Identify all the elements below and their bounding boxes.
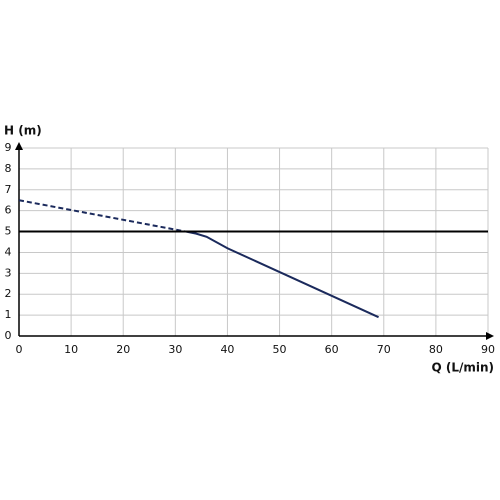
- y-axis-label: H (m): [4, 124, 42, 138]
- y-tick-label: 7: [5, 183, 12, 196]
- y-tick-label: 4: [5, 245, 12, 258]
- series-line: [185, 230, 379, 319]
- x-tick-label: 70: [377, 343, 391, 356]
- x-tick-label: 10: [64, 343, 78, 356]
- x-tick-label: 90: [481, 343, 495, 356]
- y-tick-label: 6: [5, 204, 12, 217]
- x-axis-label: Q (L/min): [431, 361, 494, 375]
- y-tick-label: 5: [5, 225, 12, 238]
- x-tick-label: 50: [273, 343, 287, 356]
- x-tick-label: 60: [325, 343, 339, 356]
- x-tick-label: 30: [168, 343, 182, 356]
- x-tick-label: 20: [116, 343, 130, 356]
- x-tick-label: 80: [429, 343, 443, 356]
- x-axis-arrow: [486, 332, 494, 340]
- y-tick-label: 9: [5, 141, 12, 154]
- x-tick-label: 0: [16, 343, 23, 356]
- y-tick-label: 8: [5, 162, 12, 175]
- y-axis-arrow: [15, 142, 23, 150]
- y-tick-label: 0: [5, 329, 12, 342]
- y-tick-label: 3: [5, 266, 12, 279]
- y-tick-label: 2: [5, 287, 12, 300]
- series-line: [18, 199, 186, 233]
- y-tick-label: 1: [5, 308, 12, 321]
- x-tick-label: 40: [220, 343, 234, 356]
